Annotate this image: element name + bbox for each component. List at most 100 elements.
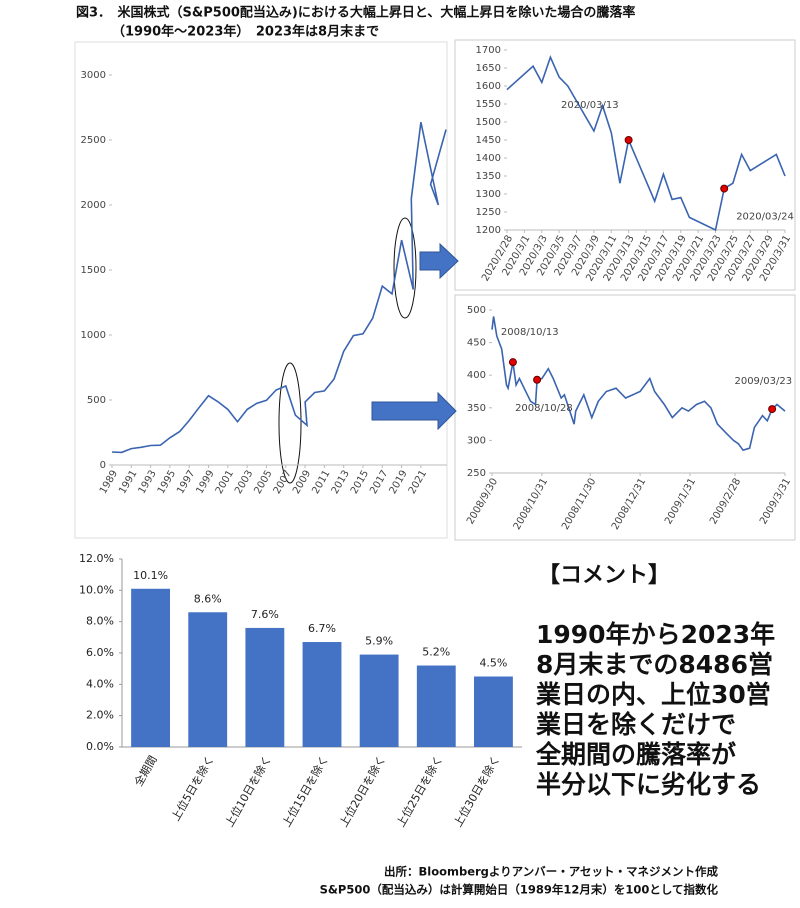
main-frame — [74, 41, 448, 539]
comment-line: 全期間の騰落率が — [535, 740, 736, 769]
y-tick-label: 1600 — [476, 81, 501, 92]
y-tick-label: 1200 — [476, 225, 501, 236]
value-label: 5.9% — [365, 635, 393, 648]
y-tick-label: 450 — [467, 338, 486, 349]
highlight-point — [720, 184, 729, 193]
x-tick-label: 2008/12/31 — [610, 477, 648, 532]
x-tick-label: 2013 — [330, 469, 352, 497]
highlight-point — [533, 375, 542, 384]
y-tick-label: 500 — [87, 395, 106, 406]
y-tick-label: 1000 — [81, 330, 106, 341]
annotation: 2009/03/23 — [734, 376, 792, 387]
y-tick-label: 0.0% — [86, 740, 114, 753]
highlight-point — [508, 358, 517, 367]
x-tick-label: 2008/9/30 — [465, 477, 500, 527]
x-tick-label: 2007 — [272, 469, 294, 497]
y-tick-label: 0 — [100, 460, 106, 471]
y-tick-label: 3000 — [81, 70, 106, 81]
x-tick-label: 2011 — [310, 469, 332, 497]
bar — [359, 654, 399, 747]
x-tick-label: 2001 — [214, 469, 236, 497]
y-tick-label: 400 — [467, 370, 486, 381]
title: 図3． 米国株式（S&P500配当込み)における大幅上昇日と、大幅上昇日を除いた… — [76, 5, 635, 21]
x-tick-label: 1991 — [117, 469, 139, 497]
x-tick-label: 上位15日を除く — [279, 753, 331, 829]
bar — [302, 642, 342, 747]
y-tick-label: 1350 — [476, 171, 501, 182]
y-tick-label: 1700 — [476, 45, 501, 56]
y-tick-label: 250 — [467, 468, 486, 479]
x-tick-label: 上位20日を除く — [336, 753, 388, 829]
footer: 出所：Bloombergよりアンバー・アセット・マネジメント作成 — [384, 865, 719, 879]
comment-line: 業日の内、上位30営 — [536, 680, 771, 709]
x-tick-label: 2008/10/31 — [512, 477, 550, 532]
annotation: 2008/10/28 — [515, 403, 573, 414]
x-tick-label: 2009 — [291, 469, 313, 497]
value-label: 5.2% — [422, 646, 450, 659]
y-tick-label: 300 — [467, 435, 486, 446]
y-tick-label: 1400 — [476, 153, 501, 164]
x-tick-label: 1997 — [175, 469, 197, 497]
y-tick-label: 10.0% — [79, 583, 114, 596]
y-tick-label: 1450 — [476, 135, 501, 146]
annotation: 2008/10/13 — [501, 327, 559, 338]
comment-line: 1990年から2023年 — [536, 620, 775, 649]
y-tick-label: 4.0% — [86, 677, 114, 690]
comment-line: 半分以下に劣化する — [536, 770, 761, 799]
bar — [188, 612, 228, 747]
x-tick-label: 全期間 — [131, 753, 160, 789]
arrow — [371, 391, 457, 431]
x-tick-label: 上位25日を除く — [393, 753, 445, 829]
highlight-point — [624, 136, 633, 144]
value-label: 4.5% — [479, 657, 507, 670]
x-tick-label: 1989 — [98, 469, 120, 497]
comment-heading: 【コメント】 — [538, 563, 670, 588]
highlight-point — [768, 405, 777, 414]
x-tick-label: 2021 — [407, 469, 429, 497]
x-tick-label: 2017 — [368, 469, 390, 497]
arrow — [419, 242, 459, 280]
x-tick-label: 上位30日を除く — [451, 753, 503, 829]
x-tick-label: 2009/1/31 — [663, 477, 698, 527]
y-tick-label: 1650 — [476, 63, 501, 74]
y-tick-label: 1500 — [476, 117, 501, 128]
x-tick-label: 2009/2/28 — [708, 477, 743, 527]
x-tick-label: 2019 — [388, 469, 410, 497]
line — [491, 316, 786, 452]
value-label: 6.7% — [308, 622, 336, 635]
footer: S&P500（配当込み）は計算開始日（1989年12月末）を100として指数化 — [320, 883, 719, 897]
y-tick-label: 1250 — [476, 207, 501, 218]
y-tick-label: 2000 — [81, 200, 106, 211]
y-tick-label: 8.0% — [86, 615, 114, 628]
x-tick-label: 1995 — [156, 469, 178, 497]
y-tick-label: 6.0% — [86, 646, 114, 659]
y-tick-label: 12.0% — [79, 552, 114, 565]
y-tick-label: 2.0% — [86, 709, 114, 722]
x-tick-label: 上位10日を除く — [222, 753, 274, 829]
annotation: 2020/03/24 — [736, 212, 794, 223]
x-tick-label: 2009/3/31 — [758, 477, 793, 527]
x-tick-label: 上位5日を除く — [168, 753, 217, 823]
x-tick-label: 2003 — [233, 469, 255, 497]
annotation: 2020/03/13 — [561, 100, 619, 111]
inset-frame — [454, 39, 796, 291]
value-label: 10.1% — [133, 569, 168, 582]
inset-frame — [454, 294, 796, 541]
y-tick-label: 1300 — [476, 189, 501, 200]
y-tick-label: 350 — [467, 403, 486, 414]
line — [506, 54, 786, 232]
bar — [416, 665, 456, 747]
highlight-ellipse — [278, 362, 302, 484]
x-tick-label: 2008/11/30 — [560, 477, 598, 532]
y-tick-label: 1500 — [81, 265, 106, 276]
highlight-ellipse — [393, 217, 417, 319]
x-tick-label: 1999 — [194, 469, 216, 497]
line — [111, 122, 447, 454]
bar — [131, 588, 170, 747]
x-tick-label: 2005 — [252, 469, 274, 497]
y-tick-label: 1550 — [476, 99, 501, 110]
bar — [474, 676, 513, 747]
comment-line: 8月末までの8486営 — [536, 650, 773, 679]
y-tick-label: 2500 — [81, 135, 106, 146]
